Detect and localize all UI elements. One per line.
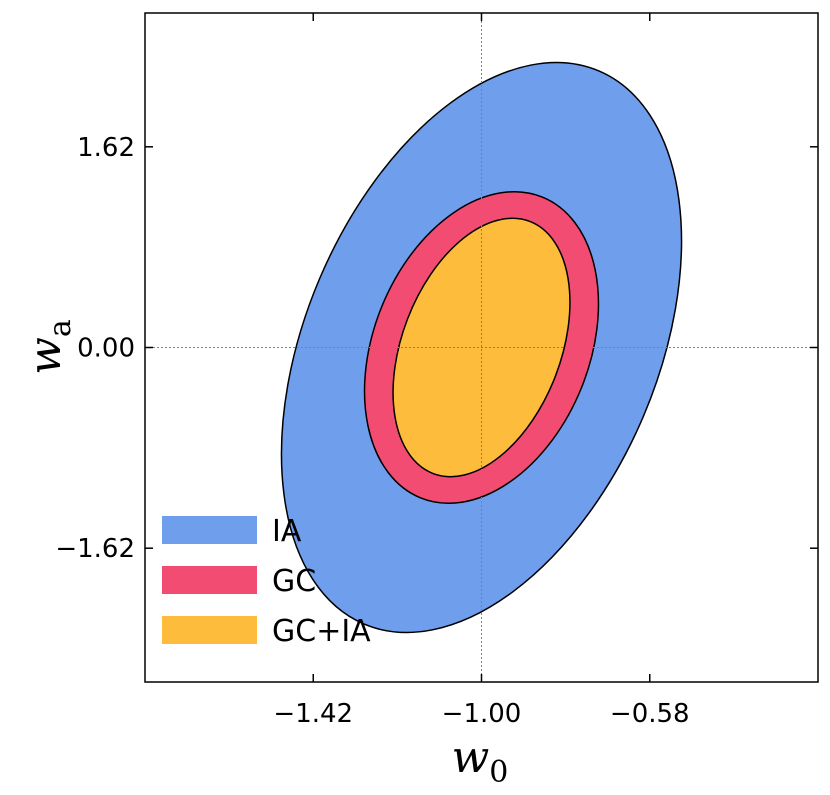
legend-label: IA	[272, 514, 302, 549]
y-tick-label: 1.62	[77, 133, 135, 163]
y-tick-label: 0.00	[77, 334, 135, 364]
legend: IA GC GC+IA	[162, 514, 371, 649]
legend-swatch	[162, 616, 257, 644]
y-axis-label: wa	[20, 319, 78, 375]
legend-swatch	[162, 566, 257, 594]
x-tick-label: −1.00	[442, 699, 522, 729]
y-tick-label: −1.62	[55, 534, 135, 564]
x-axis-label: w0	[452, 732, 509, 790]
x-tick-label: −1.42	[273, 699, 353, 729]
legend-swatch	[162, 516, 257, 544]
tick-layer: −1.42 −1.00 −0.58 1.62 0.00 −1.62	[55, 13, 818, 729]
x-tick-label: −0.58	[610, 699, 690, 729]
legend-label: GC	[272, 564, 316, 599]
legend-label: GC+IA	[272, 614, 371, 649]
